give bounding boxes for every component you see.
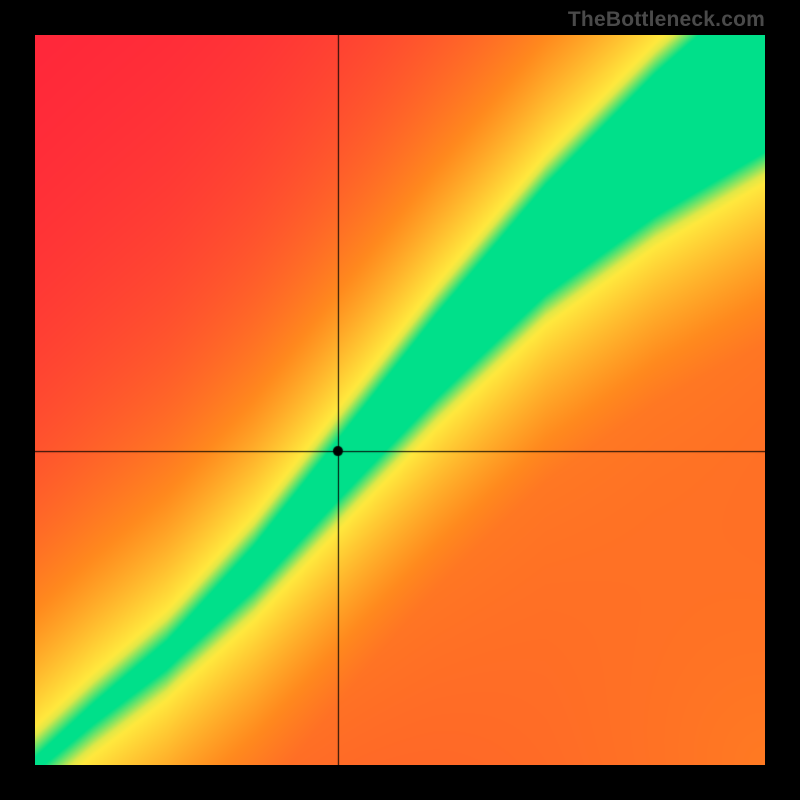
heatmap-canvas — [35, 35, 765, 765]
chart-root: TheBottleneck.com — [0, 0, 800, 800]
watermark-text: TheBottleneck.com — [568, 8, 765, 32]
plot-area — [35, 35, 765, 765]
